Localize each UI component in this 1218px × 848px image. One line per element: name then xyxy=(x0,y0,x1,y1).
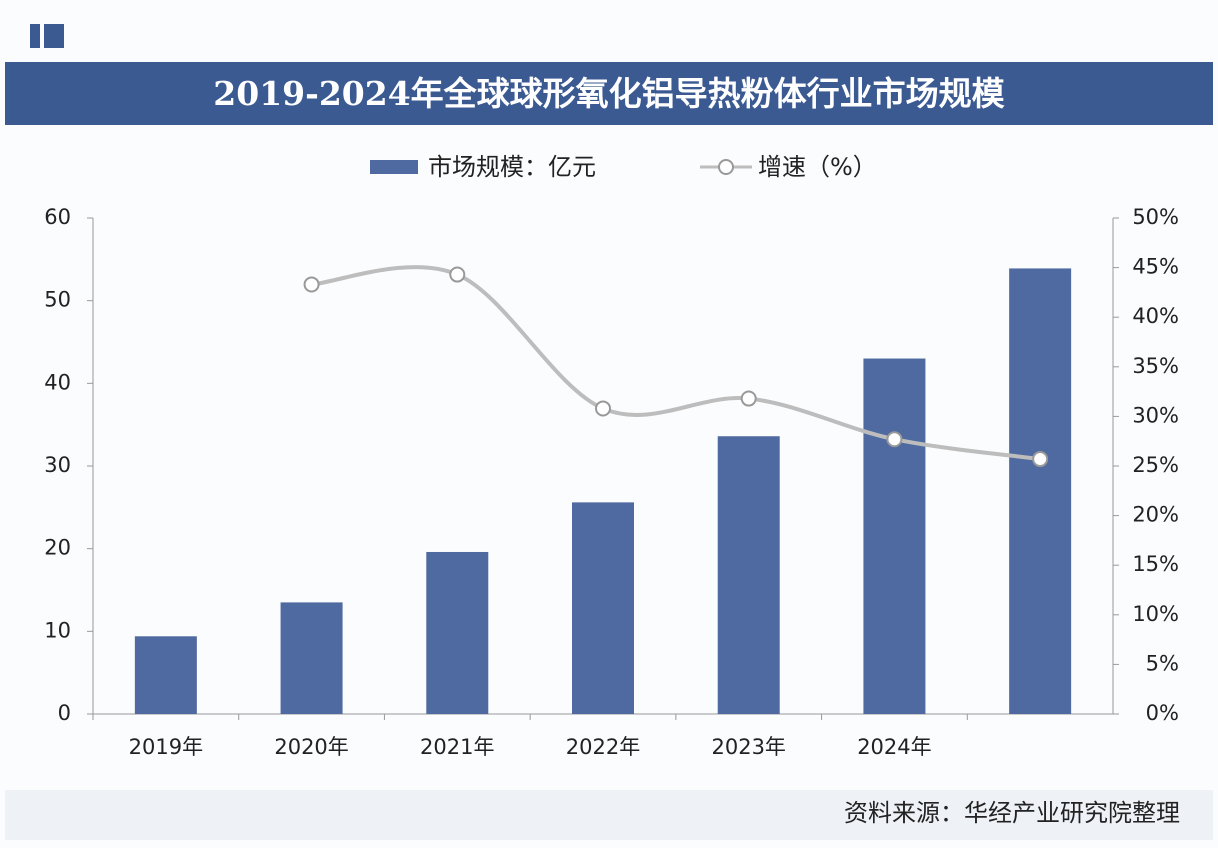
logo xyxy=(44,24,64,48)
growth-point xyxy=(303,276,320,293)
y-tick-label: 10 xyxy=(44,618,71,642)
growth-point xyxy=(886,431,903,448)
y-tick-label: 30 xyxy=(44,453,71,477)
y-tick-label: 20 xyxy=(44,536,71,560)
y2-tick-label: 35% xyxy=(1132,354,1179,378)
growth-point xyxy=(449,266,466,283)
growth-point xyxy=(740,390,757,407)
x-tick-label: 2024年 xyxy=(857,735,931,759)
bar xyxy=(717,436,780,714)
y2-tick-label: 45% xyxy=(1132,255,1179,279)
logo xyxy=(30,24,40,48)
growth-point xyxy=(1032,451,1049,468)
y2-tick-label: 0% xyxy=(1146,701,1179,725)
bar xyxy=(1009,268,1072,714)
y2-tick-label: 20% xyxy=(1132,503,1179,527)
chart-title: 2019-2024年全球球形氧化铝导热粉体行业市场规模 xyxy=(213,74,1005,113)
x-tick-label: 2020年 xyxy=(274,735,348,759)
y-tick-label: 40 xyxy=(44,370,71,394)
bar xyxy=(280,602,343,714)
y2-tick-label: 15% xyxy=(1132,552,1179,576)
bar xyxy=(863,358,926,714)
y2-tick-label: 50% xyxy=(1132,205,1179,229)
growth-line xyxy=(311,265,1041,462)
y2-tick-label: 25% xyxy=(1132,453,1179,477)
x-tick-label: 2021年 xyxy=(420,735,494,759)
bar xyxy=(134,636,197,714)
legend-marker xyxy=(718,159,734,175)
x-tick-label: 2019年 xyxy=(129,735,203,759)
legend-swatch xyxy=(370,160,418,174)
y-tick-label: 50 xyxy=(44,288,71,312)
title-bar xyxy=(5,62,1213,125)
y2-tick-label: 10% xyxy=(1132,602,1179,626)
bar xyxy=(426,551,489,714)
legend-label: 市场规模：亿元 xyxy=(428,153,596,181)
legend-label: 增速（%） xyxy=(758,153,877,181)
footer-band xyxy=(5,790,1213,840)
bar xyxy=(572,502,634,714)
x-tick-label: 2023年 xyxy=(711,735,785,759)
growth-point xyxy=(595,400,611,417)
y2-tick-label: 5% xyxy=(1146,651,1179,675)
source: 资料来源：华经产业研究院整理 xyxy=(844,799,1180,827)
y-tick-label: 60 xyxy=(44,205,71,229)
x-tick-label: 2022年 xyxy=(566,735,640,759)
y-tick-label: 0 xyxy=(58,701,71,725)
y2-tick-label: 30% xyxy=(1132,403,1179,427)
y2-tick-label: 40% xyxy=(1132,304,1179,328)
